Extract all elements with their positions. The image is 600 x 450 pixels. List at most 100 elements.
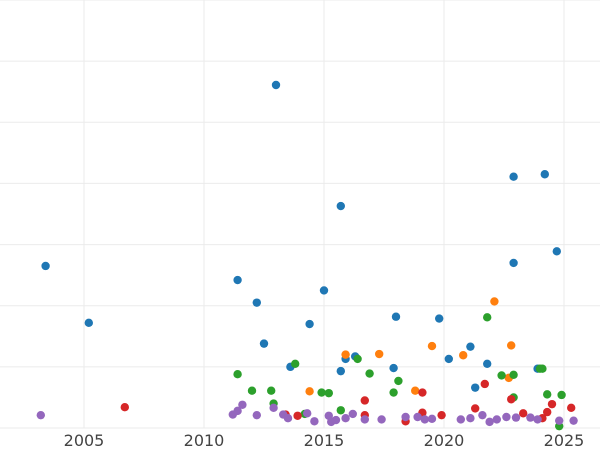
data-point xyxy=(233,275,242,285)
series-4 xyxy=(36,400,578,427)
data-point xyxy=(269,403,278,413)
data-point xyxy=(483,359,492,368)
data-point xyxy=(336,366,345,376)
data-point xyxy=(478,410,487,420)
data-point xyxy=(490,297,499,306)
data-point xyxy=(427,341,437,351)
x-tick-label: 2025 xyxy=(544,431,585,450)
series-2 xyxy=(233,313,566,431)
data-point xyxy=(567,403,576,413)
x-tick-label: 2020 xyxy=(424,431,465,450)
data-point xyxy=(336,201,345,211)
data-point xyxy=(471,383,480,392)
data-point xyxy=(420,415,429,424)
data-point xyxy=(466,414,475,423)
data-point xyxy=(547,399,557,409)
data-point xyxy=(413,412,422,422)
data-point xyxy=(283,414,293,423)
data-point xyxy=(375,349,384,359)
x-tick-label: 2005 xyxy=(64,431,105,450)
x-tick-label: 2015 xyxy=(304,431,345,450)
data-point xyxy=(543,390,552,399)
data-point xyxy=(360,396,369,405)
data-point xyxy=(538,364,547,373)
data-point xyxy=(267,386,276,395)
data-point xyxy=(41,261,50,271)
data-point xyxy=(509,370,518,380)
data-point xyxy=(418,388,427,397)
data-point xyxy=(437,410,446,420)
data-point xyxy=(319,286,329,295)
data-point xyxy=(389,363,398,373)
data-point xyxy=(507,341,516,350)
data-point xyxy=(427,414,437,424)
data-point xyxy=(365,369,374,378)
data-point xyxy=(238,400,247,409)
x-tick-label: 2010 xyxy=(184,431,225,450)
data-point xyxy=(348,409,357,419)
grid xyxy=(0,0,600,429)
series-1 xyxy=(305,297,516,396)
data-point xyxy=(389,388,398,397)
data-point xyxy=(502,412,511,422)
data-point xyxy=(353,354,362,364)
data-point xyxy=(252,410,261,420)
data-point xyxy=(471,404,480,413)
data-point xyxy=(252,298,261,307)
data-point xyxy=(120,403,129,412)
x-axis-ticks: 2005 2010 2015 2020 2025 xyxy=(64,431,585,450)
data-point xyxy=(569,416,578,425)
data-point xyxy=(271,80,281,90)
data-point xyxy=(511,413,521,422)
data-point xyxy=(401,412,410,422)
data-point xyxy=(435,314,444,323)
data-point xyxy=(480,379,489,389)
data-point xyxy=(526,413,535,422)
data-point xyxy=(459,351,468,360)
data-point xyxy=(331,415,341,425)
data-point xyxy=(36,410,45,420)
data-point xyxy=(555,416,564,425)
data-point xyxy=(483,313,492,322)
data-point xyxy=(411,386,420,395)
data-point xyxy=(293,411,302,420)
data-point xyxy=(341,350,350,359)
data-point xyxy=(233,369,242,379)
data-point xyxy=(291,359,300,368)
data-point xyxy=(492,415,501,424)
data-point xyxy=(540,170,549,179)
data-point xyxy=(303,409,312,418)
data-point xyxy=(324,388,333,398)
data-point xyxy=(394,376,403,386)
data-point xyxy=(533,415,542,424)
data-point xyxy=(456,415,465,424)
data-point xyxy=(507,395,516,404)
data-point xyxy=(391,312,401,321)
data-point xyxy=(233,406,242,416)
data-point xyxy=(519,409,528,418)
data-point xyxy=(377,415,386,424)
data-point xyxy=(310,417,319,426)
data-point xyxy=(360,415,369,424)
data-point xyxy=(247,386,257,395)
data-point xyxy=(305,319,314,329)
data-point xyxy=(557,390,566,400)
data-point xyxy=(341,414,350,423)
data-point xyxy=(552,247,561,256)
data-point xyxy=(543,407,552,417)
data-point xyxy=(317,388,326,397)
data-point xyxy=(84,318,94,328)
data-point xyxy=(466,342,475,351)
data-point xyxy=(259,339,269,348)
data-point xyxy=(336,406,345,415)
data-point xyxy=(509,258,518,268)
data-points xyxy=(36,80,578,431)
data-point xyxy=(497,371,506,380)
data-point xyxy=(444,354,453,364)
data-point xyxy=(485,417,494,427)
data-point xyxy=(509,172,518,181)
data-point xyxy=(305,387,314,396)
series-0 xyxy=(41,80,561,392)
